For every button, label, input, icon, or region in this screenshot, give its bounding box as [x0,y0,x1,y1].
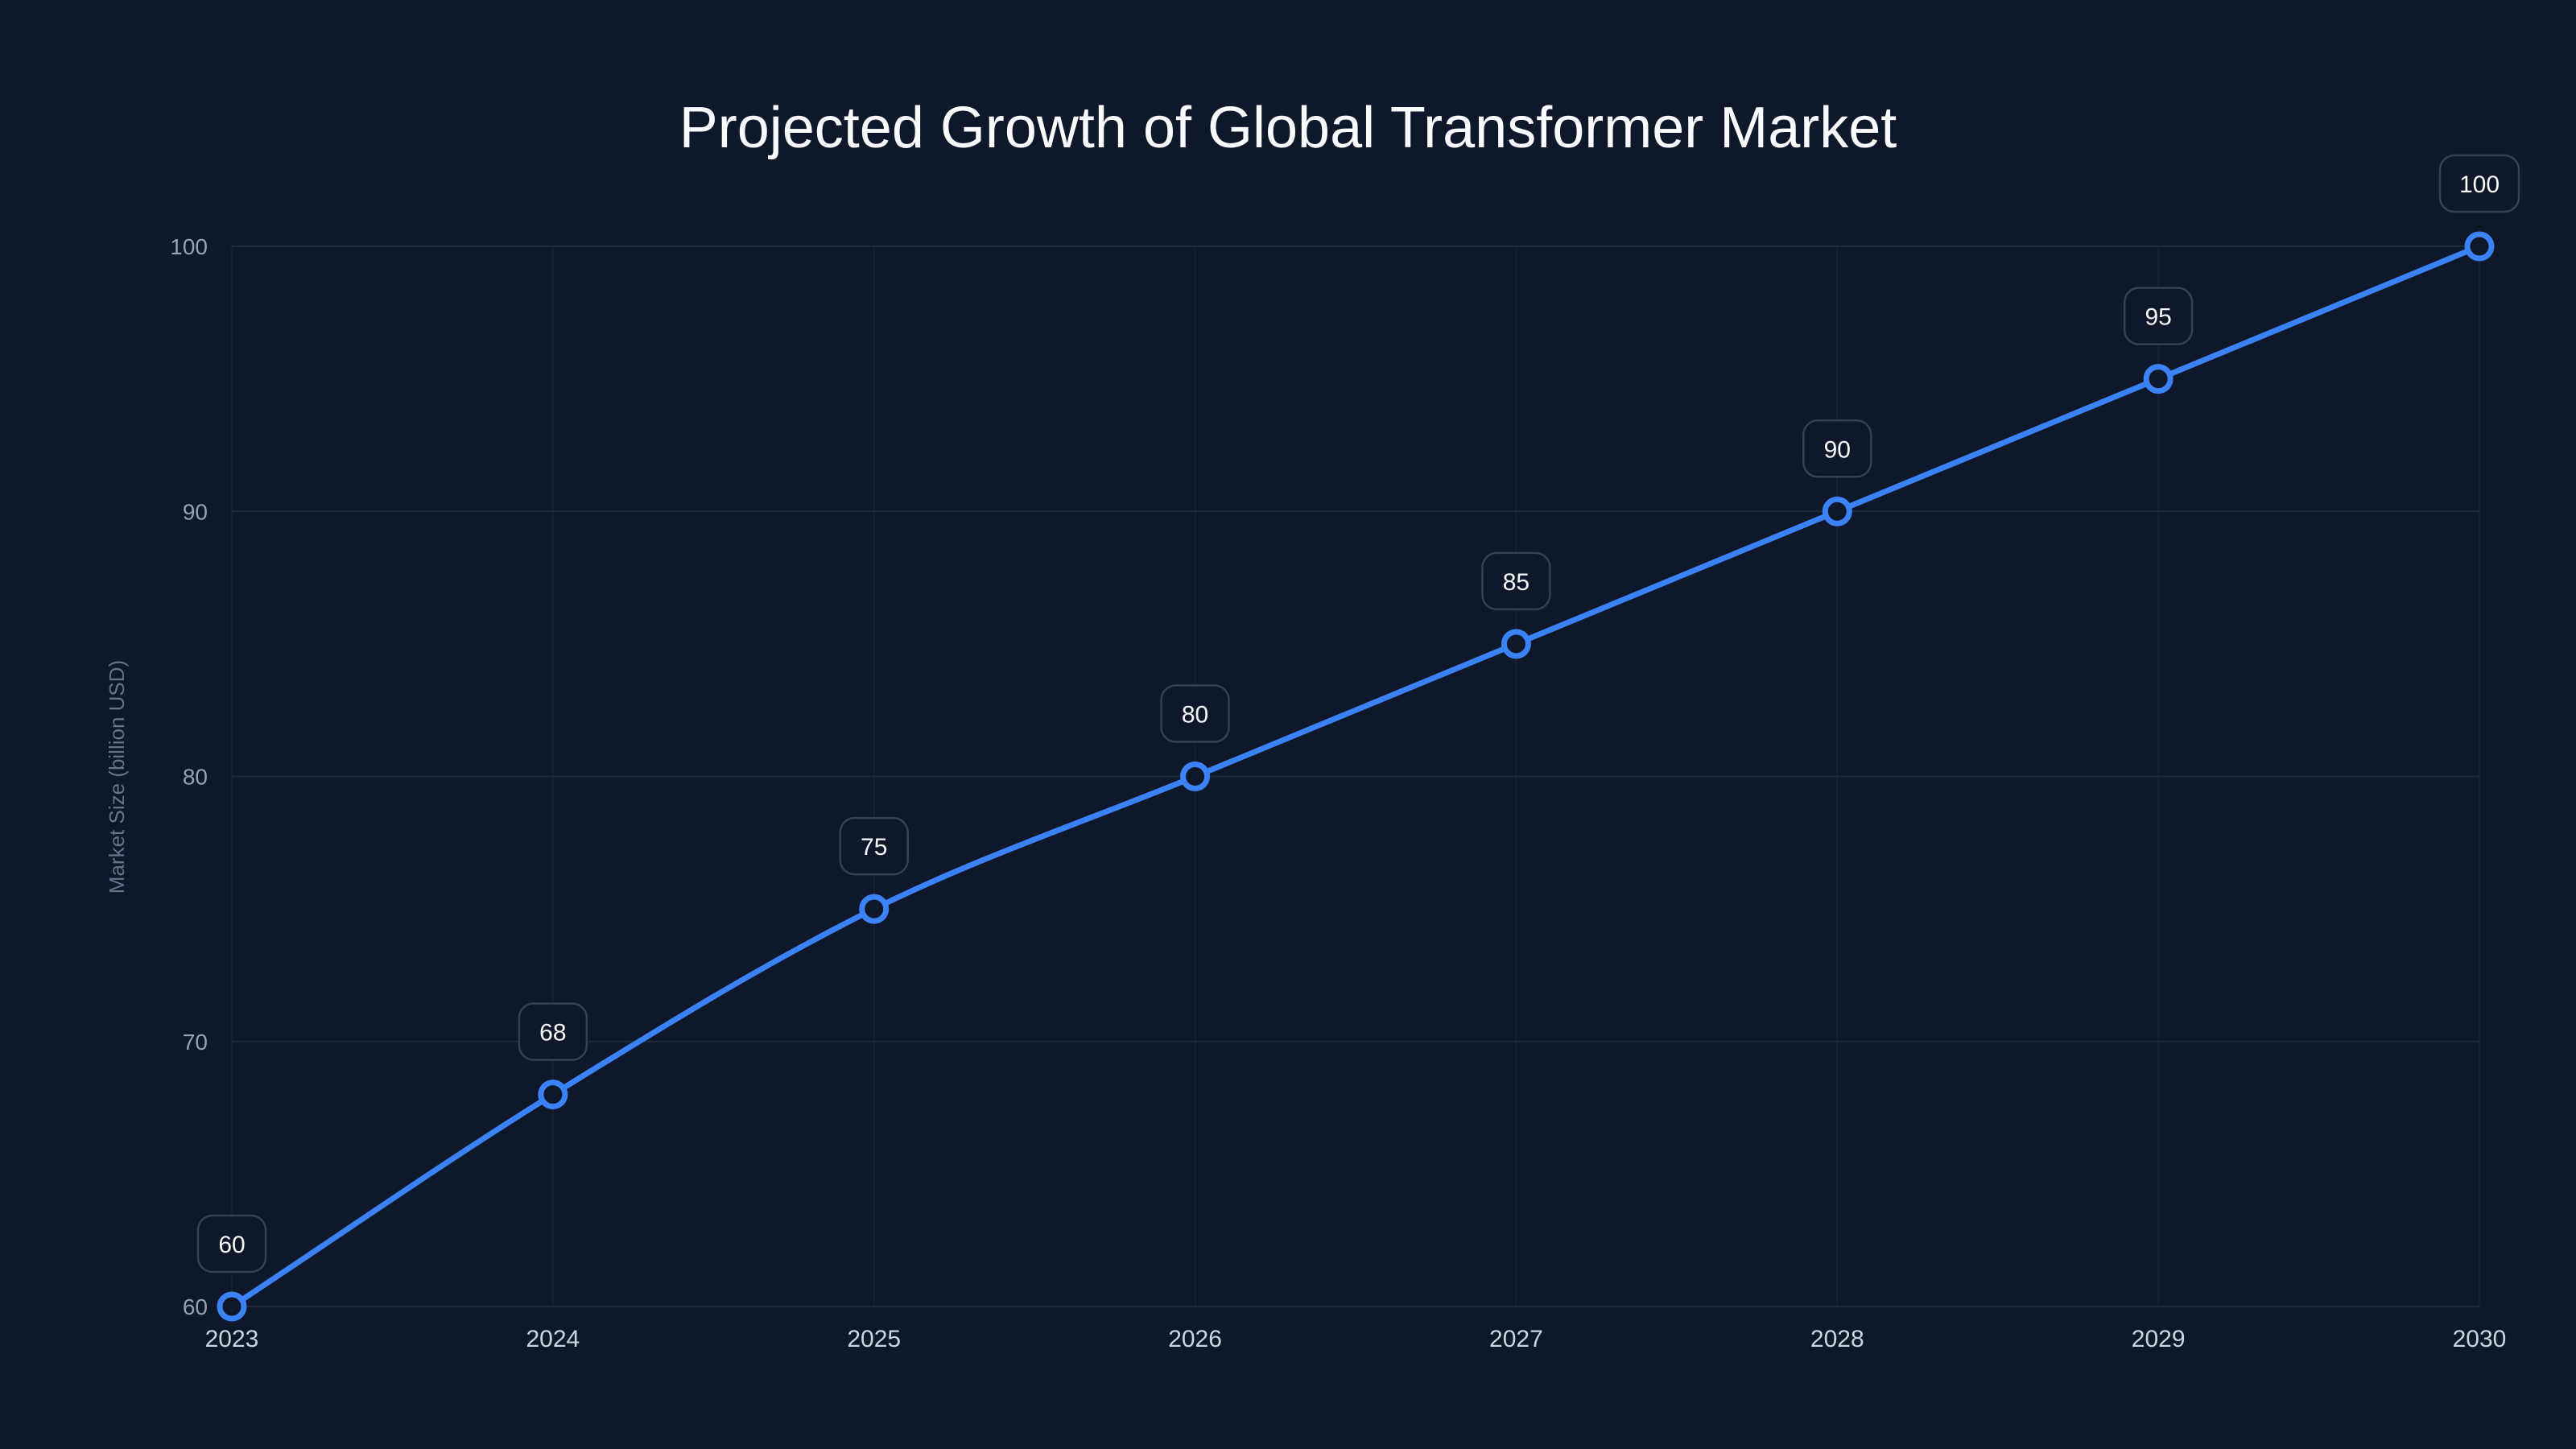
data-labels: 60 68 75 80 85 90 95 100 [196,154,2520,1274]
x-tick-label: 2029 [2132,1326,2186,1352]
data-label-box [1481,551,1551,611]
x-tick-label: 2023 [205,1326,259,1352]
data-label-value: 80 [1182,702,1208,729]
data-point-marker [859,894,890,924]
data-label-box [2438,154,2520,213]
series-line [229,243,2483,1310]
x-axis-ticks: 2023 2024 2025 2026 2027 2028 2029 2030 [205,1326,2507,1352]
data-point-marker [538,1080,568,1110]
data-label-box [839,816,909,876]
data-label-value: 68 [539,1020,566,1046]
x-tick-label: 2030 [2453,1326,2507,1352]
data-label-box [1802,419,1872,478]
data-label-value: 85 [1503,569,1530,596]
data-label-box [2123,287,2194,345]
data-points [217,231,2495,1322]
y-axis-ticks: 60 70 80 90 100 [170,234,208,1319]
data-point-marker [1180,762,1211,791]
data-label-value: 90 [1824,436,1851,463]
data-point-marker [1822,496,1852,526]
y-tick-label: 70 [183,1030,208,1055]
gridlines [231,246,2480,1307]
data-point-marker [1501,629,1531,659]
data-point-marker [2143,364,2174,394]
data-label-box [1160,684,1230,743]
x-tick-label: 2026 [1168,1326,1222,1352]
x-tick-label: 2024 [526,1326,580,1352]
data-label-value: 95 [2145,304,2171,331]
data-label-box [518,1002,588,1061]
y-tick-label: 80 [183,765,208,790]
y-tick-label: 90 [183,499,208,524]
y-tick-label: 100 [170,234,208,259]
data-point-marker [2464,231,2495,262]
x-tick-label: 2028 [1810,1326,1864,1352]
data-label-box [196,1214,267,1274]
data-label-value: 75 [861,834,887,861]
data-label-value: 60 [218,1232,245,1258]
y-tick-label: 60 [183,1294,208,1319]
x-tick-label: 2025 [847,1326,901,1352]
chart-title: Projected Growth of Global Transformer M… [679,96,1897,160]
x-tick-label: 2027 [1489,1326,1543,1352]
y-axis-label: Market Size (billion USD) [105,660,129,894]
data-label-value: 100 [2459,171,2500,198]
data-point-marker [217,1291,247,1322]
